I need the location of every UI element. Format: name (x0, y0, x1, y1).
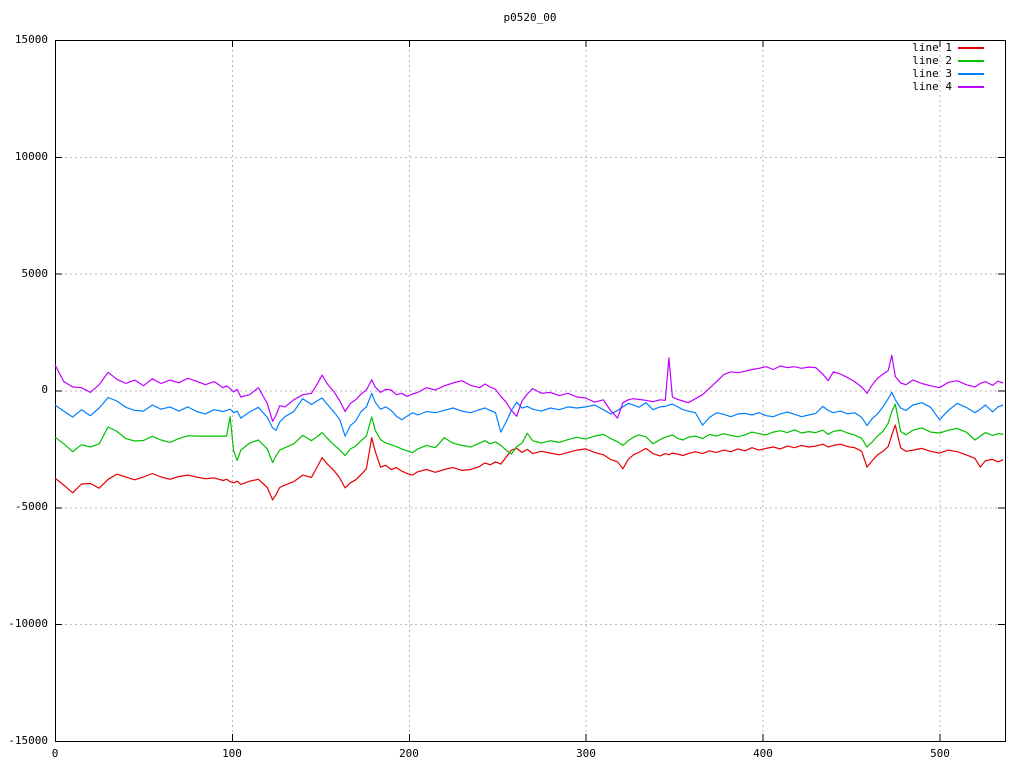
y-tick-label: 10000 (14, 150, 48, 163)
legend-item: line 1 (912, 41, 984, 54)
series-1-line (54, 424, 1004, 501)
series-4-line (54, 354, 1004, 422)
legend-item: line 4 (912, 80, 984, 93)
y-tick-label: 0 (41, 383, 48, 396)
legend-line-sample (958, 72, 984, 75)
chart-title: p0520_00 (503, 11, 557, 24)
y-tick-label: -5000 (14, 500, 48, 513)
x-tick-label: 200 (399, 747, 419, 760)
legend-item: line 2 (912, 54, 984, 67)
legend-item: line 3 (912, 67, 984, 80)
series-3-line (54, 391, 1004, 437)
y-tick-label: 5000 (21, 267, 49, 280)
x-tick-label: 0 (51, 747, 59, 760)
series-2-line (54, 403, 1004, 464)
y-tick-label: -15000 (8, 734, 48, 747)
x-tick-label: 400 (753, 747, 773, 760)
legend-label: line 3 (912, 67, 952, 80)
legend-line-sample (958, 59, 984, 62)
x-tick-label: 300 (576, 747, 596, 760)
plot-border (55, 40, 1006, 742)
legend-label: line 4 (912, 80, 952, 93)
y-tick-label: -10000 (8, 617, 48, 630)
legend-label: line 2 (912, 54, 952, 67)
x-tick-label: 100 (222, 747, 242, 760)
legend-line-sample (958, 46, 984, 49)
legend-line-sample (958, 85, 984, 88)
legend: line 1 line 2 line 3 line 4 (912, 41, 984, 93)
x-tick-label: 500 (930, 747, 950, 760)
legend-label: line 1 (912, 41, 952, 54)
y-tick-label: 15000 (14, 33, 48, 46)
